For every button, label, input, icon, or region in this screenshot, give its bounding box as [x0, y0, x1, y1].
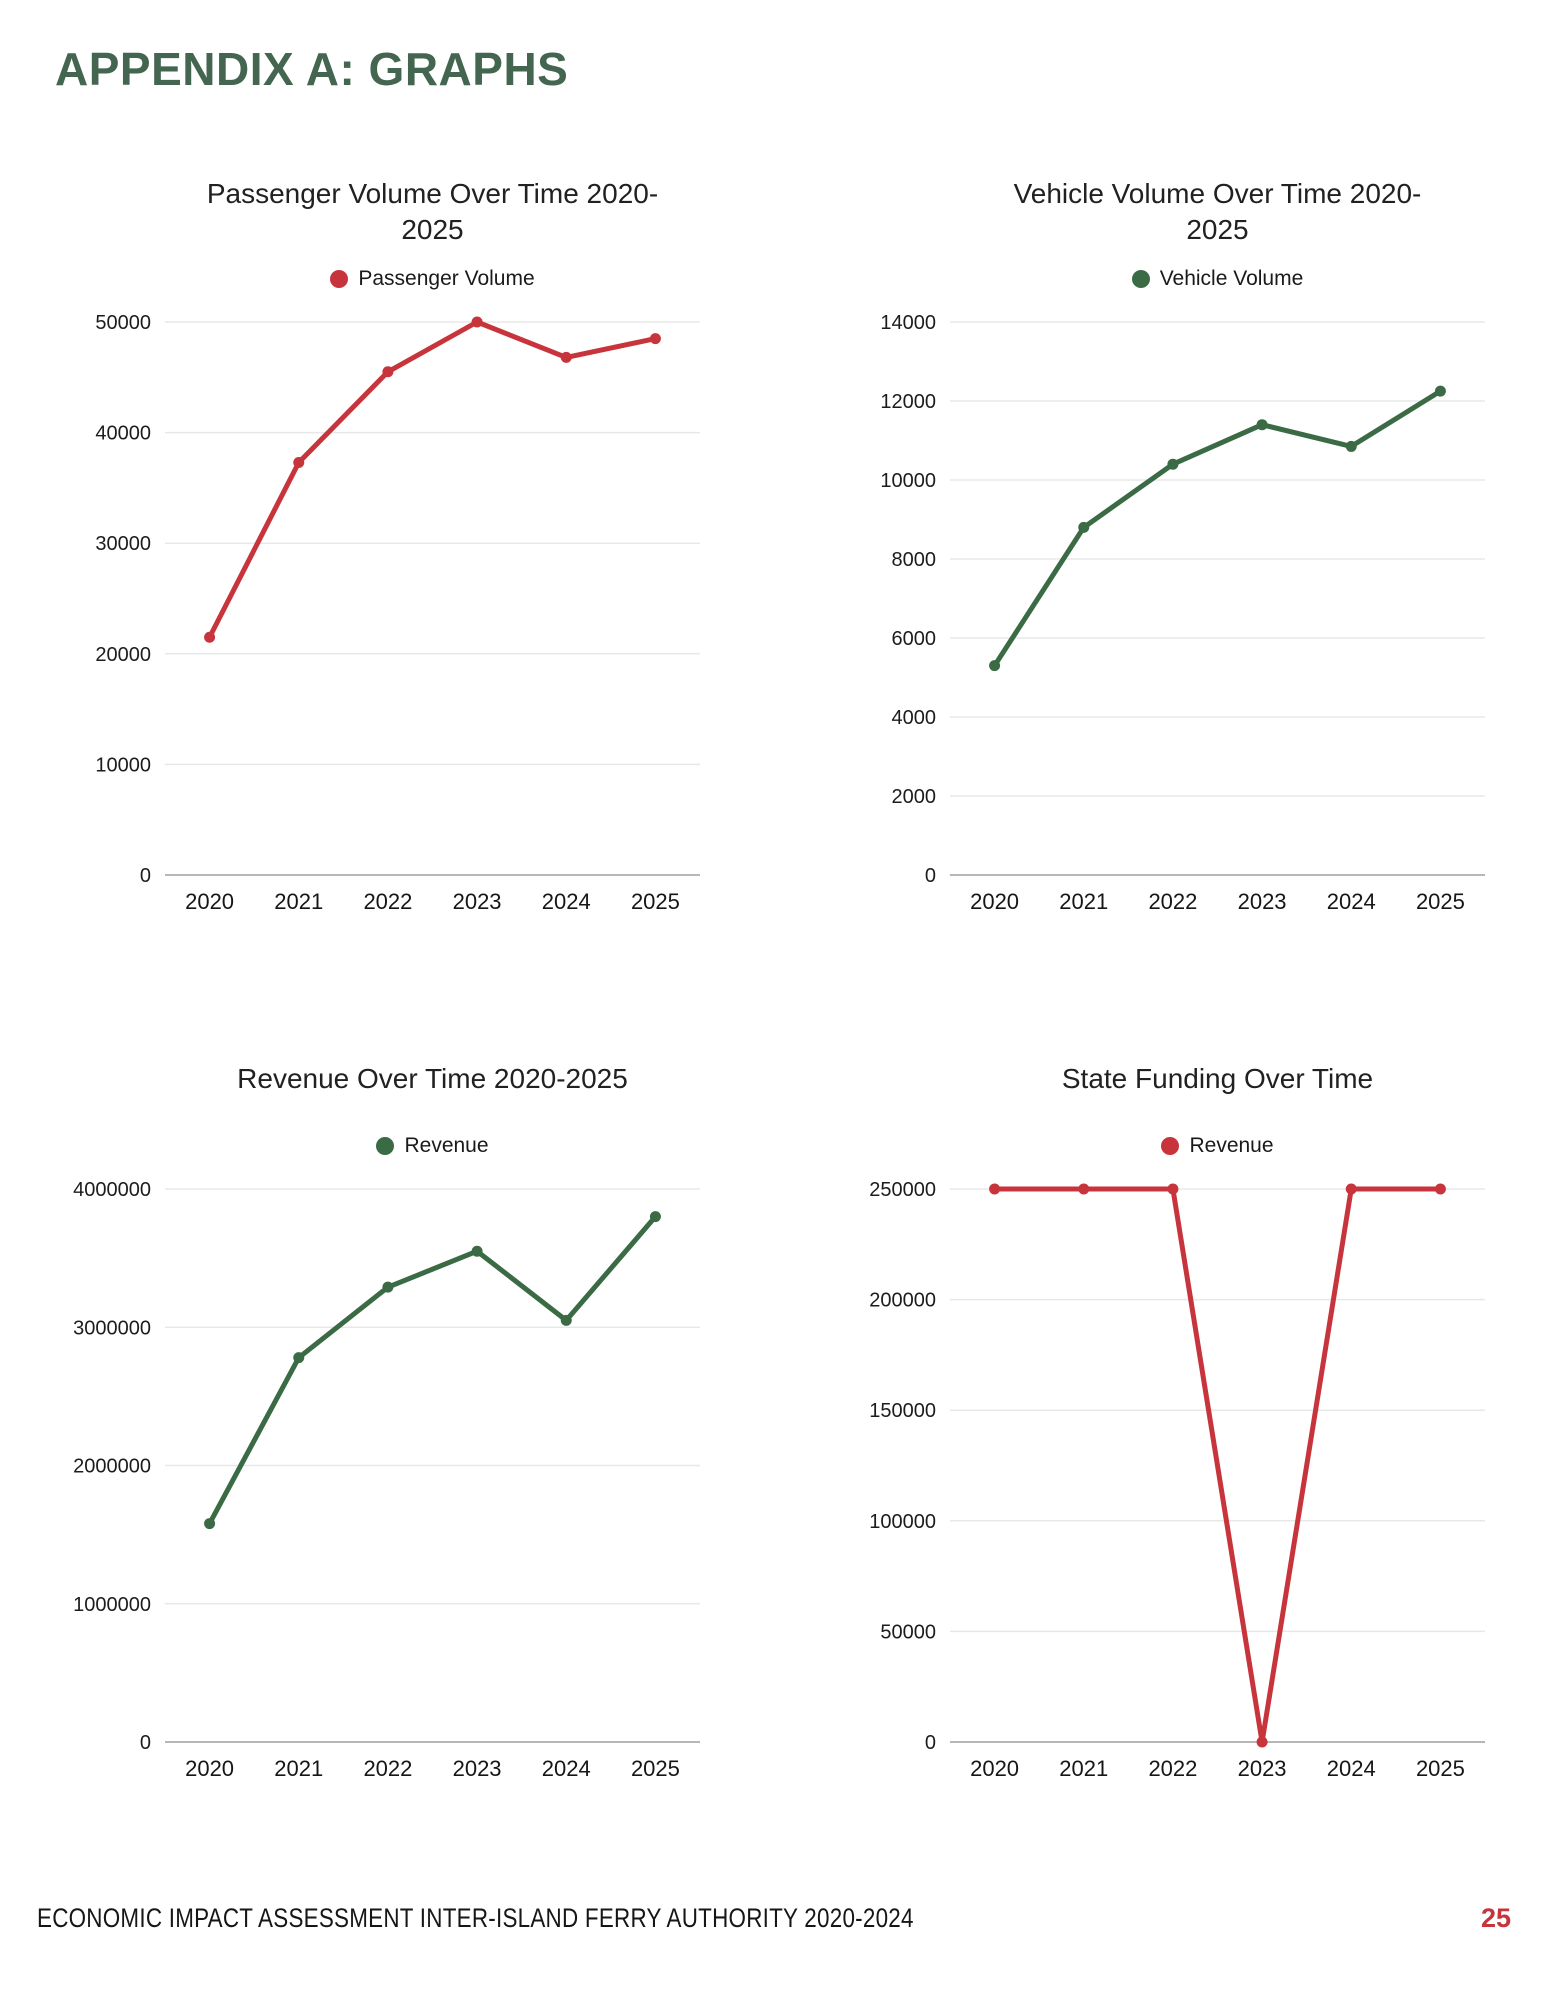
svg-text:2000000: 2000000 [73, 1456, 151, 1478]
legend-dot-icon [330, 270, 349, 288]
svg-text:10000: 10000 [880, 470, 936, 492]
svg-text:2025: 2025 [631, 1756, 680, 1781]
svg-text:2000: 2000 [892, 786, 937, 808]
svg-text:6000: 6000 [892, 628, 937, 650]
line-chart-canvas: 0 2000 4000 6000 8000 10000 12000 14000 2020 2021… [880, 312, 1485, 914]
svg-text:2023: 2023 [1238, 1756, 1287, 1781]
line-chart-canvas: 0 50000 100000 150000 200000 250000 2020 2021 20… [869, 1179, 1485, 1781]
svg-text:12000: 12000 [880, 391, 936, 413]
svg-text:40000: 40000 [95, 423, 151, 445]
chart-vehicle-volume: Vehicle Volume Over Time 2020- 2025 Vehi… [845, 168, 1505, 937]
svg-text:8000: 8000 [892, 549, 937, 571]
line-chart-canvas: 0 1000000 2000000 3000000 4000000 2020 2021 202… [73, 1179, 700, 1781]
svg-text:2022: 2022 [363, 889, 412, 914]
legend-label: Vehicle Volume [1159, 267, 1304, 290]
svg-text:2024: 2024 [542, 1756, 591, 1781]
page-number: 25 [1480, 1903, 1511, 1933]
svg-text:2022: 2022 [1148, 1756, 1197, 1781]
svg-text:0: 0 [140, 1732, 151, 1754]
svg-text:0: 0 [925, 865, 936, 887]
svg-text:150000: 150000 [869, 1400, 936, 1422]
svg-text:50000: 50000 [880, 1621, 936, 1643]
chart-title: Passenger Volume Over Time 2020- 2025 [206, 177, 659, 245]
footer-text: ECONOMIC IMPACT ASSESSMENT INTER-ISLAND … [37, 1903, 914, 1933]
svg-text:2025: 2025 [1416, 1756, 1465, 1781]
svg-text:250000: 250000 [869, 1179, 936, 1201]
svg-text:14000: 14000 [880, 312, 936, 334]
chart-title: Vehicle Volume Over Time 2020- 2025 [1013, 177, 1422, 245]
legend-dot-icon [1131, 270, 1150, 288]
svg-text:1000000: 1000000 [73, 1594, 151, 1616]
svg-text:2020: 2020 [970, 1756, 1019, 1781]
svg-text:0: 0 [140, 865, 151, 887]
svg-text:4000: 4000 [892, 707, 937, 729]
svg-text:2023: 2023 [453, 1756, 502, 1781]
svg-text:2024: 2024 [1327, 889, 1376, 914]
svg-text:2020: 2020 [185, 889, 234, 914]
svg-text:2022: 2022 [1148, 889, 1197, 914]
legend-label: Passenger Volume [358, 267, 535, 290]
svg-text:0: 0 [925, 1732, 936, 1754]
legend-dot-icon [376, 1137, 395, 1155]
chart-passenger-volume: Passenger Volume Over Time 2020- 2025 Pa… [60, 168, 720, 937]
svg-text:2020: 2020 [185, 1756, 234, 1781]
svg-text:2025: 2025 [631, 889, 680, 914]
chart-legend: Revenue [950, 1123, 1485, 1169]
svg-text:2023: 2023 [1238, 889, 1287, 914]
legend-label: Revenue [1189, 1134, 1274, 1157]
svg-text:2021: 2021 [274, 1756, 323, 1781]
svg-text:10000: 10000 [95, 754, 151, 776]
legend-label: Revenue [404, 1134, 489, 1157]
svg-text:2023: 2023 [453, 889, 502, 914]
svg-text:30000: 30000 [95, 533, 151, 555]
chart-title: State Funding Over Time [1061, 1062, 1374, 1094]
chart-legend: Passenger Volume [165, 256, 700, 302]
svg-text:2022: 2022 [363, 1756, 412, 1781]
chart-legend: Vehicle Volume [950, 256, 1485, 302]
svg-text:20000: 20000 [95, 644, 151, 666]
chart-title: Revenue Over Time 2020-2025 [237, 1062, 628, 1094]
chart-revenue: Revenue Over Time 2020-2025 Revenue 0 100… [60, 1035, 720, 1804]
svg-text:4000000: 4000000 [73, 1179, 151, 1201]
svg-text:2021: 2021 [274, 889, 323, 914]
svg-text:100000: 100000 [869, 1511, 936, 1533]
legend-dot-icon [1161, 1137, 1180, 1155]
svg-text:2021: 2021 [1059, 889, 1108, 914]
chart-state-funding: State Funding Over Time Revenue 0 50000 10… [845, 1035, 1505, 1804]
svg-text:200000: 200000 [869, 1290, 936, 1312]
svg-text:50000: 50000 [95, 312, 151, 334]
svg-text:2024: 2024 [542, 889, 591, 914]
chart-legend: Revenue [165, 1123, 700, 1169]
svg-text:3000000: 3000000 [73, 1317, 151, 1339]
svg-text:2024: 2024 [1327, 1756, 1376, 1781]
svg-text:2021: 2021 [1059, 1756, 1108, 1781]
line-chart-canvas: 0 10000 20000 30000 40000 50000 2020 2021 2022 20… [95, 312, 700, 914]
page-title: APPENDIX A: GRAPHS [55, 43, 569, 95]
svg-text:2025: 2025 [1416, 889, 1465, 914]
svg-text:2020: 2020 [970, 889, 1019, 914]
